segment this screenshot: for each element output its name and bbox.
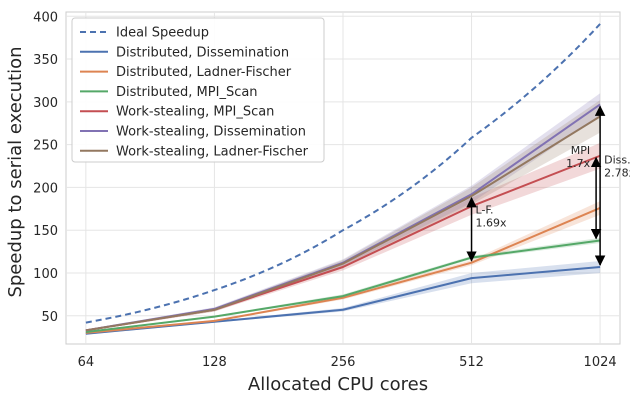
legend-label: Distributed, MPI_Scan — [116, 85, 258, 100]
series-lines — [85, 23, 601, 335]
series-line — [85, 239, 601, 334]
legend-label: Distributed, Dissemination — [116, 45, 289, 60]
y-tick-label: 300 — [33, 96, 58, 111]
legend-label: Work-stealing, MPI_Scan — [116, 105, 274, 120]
x-tick-labels: 64 128 256 512 1024 — [78, 355, 617, 370]
annotation-label: Diss.2.78x — [604, 154, 630, 180]
y-tick-labels: 50 100 150 200 250 300 350 400 — [33, 10, 58, 324]
legend-box — [71, 17, 325, 163]
y-tick-label: 150 — [33, 224, 58, 239]
y-tick-label: 50 — [41, 310, 58, 325]
legend-label: Distributed, Ladner-Fischer — [116, 65, 292, 80]
x-tick-label: 256 — [331, 355, 356, 370]
annotation-label: MPI 1.7x — [566, 144, 590, 170]
x-tick-label: 128 — [202, 355, 227, 370]
series-line — [85, 207, 601, 334]
y-tick-label: 400 — [33, 10, 58, 25]
x-tick-label: 1024 — [584, 355, 617, 370]
series-line — [85, 23, 601, 324]
legend-label: Work-stealing, Ladner-Fischer — [116, 144, 309, 159]
confidence-band — [85, 261, 601, 335]
y-tick-label: 350 — [33, 53, 58, 68]
series-line — [85, 115, 601, 332]
x-axis-label: Allocated CPU cores — [248, 374, 428, 395]
legend: Ideal Speedup Distributed, Dissemination D… — [71, 17, 325, 163]
x-tick-label: 512 — [459, 355, 484, 370]
legend-label: Ideal Speedup — [116, 26, 209, 41]
legend-label: Work-stealing, Dissemination — [116, 125, 306, 140]
y-tick-label: 100 — [33, 267, 58, 282]
y-tick-label: 250 — [33, 139, 58, 154]
x-tick-label: 64 — [78, 355, 95, 370]
y-tick-label: 200 — [33, 181, 58, 196]
annotation-label: L-F. 1.69x — [476, 203, 507, 229]
y-axis-label: Speedup to serial execution — [5, 46, 26, 297]
